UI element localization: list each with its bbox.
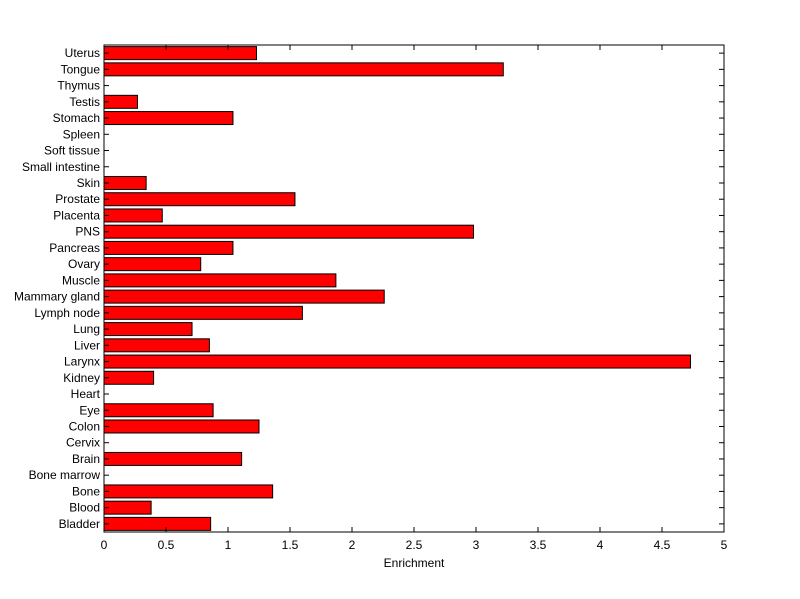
y-tick-labels: Bladder Blood Bone Bone marrow Brain Cervix Co… [14,46,101,531]
y-tick-label: Cervix [66,436,100,450]
bar-uterus [103,46,258,61]
y-tick-label: Prostate [55,192,100,206]
y-tick-label: Soft tissue [44,144,100,158]
y-tick-label: Brain [72,452,100,466]
y-tick-label: Spleen [63,127,100,141]
x-tick-label: 5 [721,538,728,552]
y-tick-label: Colon [69,419,100,433]
bar-prostate [103,192,296,207]
bar-muscle [103,273,337,288]
y-tick-label: Blood [69,501,100,515]
x-tick-label: 1 [225,538,232,552]
y-tick-label: Lymph node [34,306,100,320]
x-tick-labels: 0 0.5 1 1.5 2 2.5 3 3.5 4 4.5 5 [101,538,728,552]
y-tick-label: Heart [71,387,101,401]
bar-colon [103,419,260,434]
y-tick-label: Mammary gland [14,290,100,304]
bar-kidney [103,370,155,385]
bar-skin [103,175,147,190]
bar-larynx [103,354,692,369]
y-tick-label: Larynx [64,355,100,369]
bar-ovary [103,257,202,272]
bar-mammary-gland [103,289,385,304]
y-tick-label: Lung [73,322,100,336]
bar-pns [103,224,475,239]
y-tick-label: Eye [79,403,100,417]
y-tick-label: Kidney [63,371,100,385]
x-tick-label: 2.5 [406,538,423,552]
y-tick-label: PNS [75,225,100,239]
y-tick-label: Placenta [53,208,100,222]
x-tick-label: 0 [101,538,108,552]
y-tick-label: Stomach [53,111,100,125]
y-tick-label: Uterus [65,46,100,60]
plot-area-frame [103,44,725,533]
bar-blood [103,500,152,515]
bar-lung [103,322,193,337]
y-tick-label: Testis [69,95,100,109]
x-tick-label: 4 [597,538,604,552]
y-tick-label: Tongue [61,62,101,76]
x-tick-label: 3.5 [530,538,547,552]
bar-bone [103,484,274,499]
y-tick-label: Small intestine [22,160,100,174]
bar-placenta [103,208,163,223]
x-tick-label: 0.5 [158,538,175,552]
y-tick-label: Bladder [59,517,100,531]
y-tick-label: Bone [72,484,100,498]
y-tick-label: Thymus [57,79,100,93]
y-tick-label: Skin [77,176,100,190]
bar-stomach [103,111,234,126]
bar-lymph-node [103,305,303,320]
bar-eye [103,403,214,418]
bar-brain [103,451,243,466]
x-tick-label: 3 [473,538,480,552]
y-tick-label: Ovary [68,257,100,271]
bar-bladder [103,516,212,531]
x-tick-label: 2 [349,538,356,552]
y-tick-label: Pancreas [49,241,100,255]
x-axis-label: Enrichment [384,556,445,570]
y-tick-label: Liver [74,338,100,352]
bar-tongue [103,62,504,77]
y-tick-label: Bone marrow [29,468,101,482]
x-tick-label: 1.5 [282,538,299,552]
x-tick-label: 4.5 [654,538,671,552]
bars-group [103,46,692,531]
y-tick-label: Muscle [62,273,100,287]
bar-pancreas [103,240,234,255]
bar-liver [103,338,210,353]
bar-testis [103,94,138,109]
